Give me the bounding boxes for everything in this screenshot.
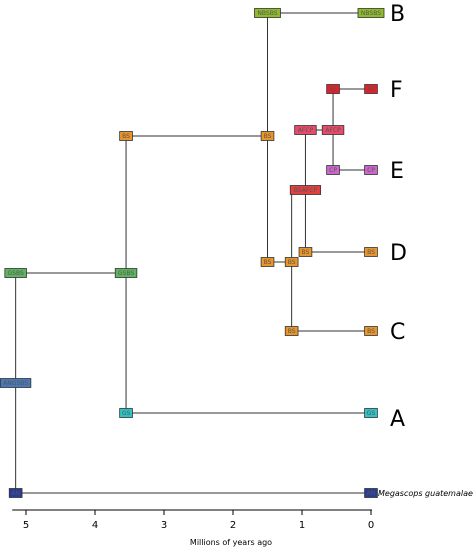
- node-box: [364, 408, 378, 418]
- node-n_ng: NBSBS: [254, 8, 281, 18]
- node-box: [326, 165, 340, 175]
- node-box: [364, 326, 378, 336]
- node-box: [8, 488, 23, 498]
- node-label: GS: [367, 410, 376, 417]
- node-label: AFCP: [325, 127, 341, 134]
- node-label: ANGSBS: [3, 380, 28, 387]
- node-n_gsbs2: GSBS: [114, 268, 138, 278]
- node-box: [284, 326, 299, 336]
- node-label: BS: [367, 249, 375, 256]
- axis-tick-label: 3: [161, 520, 167, 531]
- node-n_gs: GS: [119, 408, 133, 418]
- node-t_F: AF: [364, 84, 378, 94]
- node-label: GSBS: [118, 270, 134, 277]
- node-label: BS: [288, 328, 296, 335]
- node-box: [326, 84, 340, 94]
- node-n_bs_mid: BS: [260, 131, 275, 141]
- branches: [15, 12, 371, 494]
- axis-tick-label: 2: [230, 520, 236, 531]
- time-axis: 5 4 3 2 1 0: [12, 509, 374, 531]
- clade-labels: B F E D C A: [390, 2, 407, 432]
- node-n_bsafcp: BSAFCP: [289, 185, 322, 195]
- node-box: [4, 268, 27, 278]
- node-box: [260, 131, 275, 141]
- node-n_cp: CP: [326, 165, 340, 175]
- node-label: NBSBS: [257, 10, 277, 17]
- clade-label-A: A: [390, 407, 405, 432]
- node-box: [357, 8, 385, 18]
- node-box: [298, 247, 313, 257]
- node-box: [260, 257, 275, 267]
- node-box: [119, 408, 133, 418]
- node-t_C: BS: [364, 326, 378, 336]
- node-box: [284, 257, 299, 267]
- node-label: GS: [122, 410, 131, 417]
- node-box: [294, 125, 317, 135]
- node-t_A: GS: [364, 408, 378, 418]
- node-t_B: NBSBS: [357, 8, 385, 18]
- node-box: [0, 378, 32, 388]
- node-box: [254, 8, 281, 18]
- node-label: BS: [122, 133, 130, 140]
- node-label: BS: [288, 259, 296, 266]
- node-n_an: AN: [8, 488, 23, 498]
- node-label: NBSBS: [361, 10, 381, 17]
- node-n_angsbs: ANGSBS: [0, 378, 32, 388]
- clade-label-B: B: [390, 2, 405, 27]
- node-label: BSAFCP: [294, 187, 318, 194]
- node-box: [364, 247, 378, 257]
- axis-tick-label: 5: [23, 520, 29, 531]
- node-label: BS: [264, 133, 272, 140]
- node-n_bs_d1: BS: [260, 257, 275, 267]
- clade-label-C: C: [390, 320, 405, 345]
- clade-label-E: E: [390, 159, 404, 184]
- node-t_D: BS: [364, 247, 378, 257]
- node-box: [289, 185, 322, 195]
- axis-tick-label: 0: [368, 520, 374, 531]
- node-label: CP: [329, 167, 337, 174]
- node-t_meg: AN: [364, 488, 378, 498]
- clade-label-D: D: [390, 241, 407, 266]
- node-label: AN: [367, 490, 376, 497]
- axis-tick-label: 4: [92, 520, 98, 531]
- node-label: BS: [302, 249, 310, 256]
- node-label: CP: [367, 167, 375, 174]
- node-box: [114, 268, 138, 278]
- node-box: [364, 488, 378, 498]
- node-label: AF: [329, 86, 337, 93]
- node-n_bs_c: BS: [284, 326, 299, 336]
- node-label: AN: [11, 490, 20, 497]
- node-label: AF: [367, 86, 375, 93]
- node-n_bs_top: BS: [119, 131, 133, 141]
- node-label: AFCP: [298, 127, 314, 134]
- node-n_bs_d3: BS: [298, 247, 313, 257]
- node-label: GSBS: [8, 270, 24, 277]
- axis-label: Millions of years ago: [190, 538, 272, 547]
- node-box: [321, 125, 345, 135]
- axis-tick-label: 1: [299, 520, 305, 531]
- clade-label-F: F: [390, 78, 403, 103]
- node-n_gsbs1: GSBS: [4, 268, 27, 278]
- node-n_af: AF: [326, 84, 340, 94]
- node-label: BS: [264, 259, 272, 266]
- node-t_E: CP: [364, 165, 378, 175]
- node-box: [364, 165, 378, 175]
- node-label: BS: [367, 328, 375, 335]
- node-n_afcp1: AFCP: [294, 125, 317, 135]
- tip-label-megascops: Megascops guatemalae: [378, 489, 473, 498]
- node-n_bs_d2: BS: [284, 257, 299, 267]
- node-n_afcp2: AFCP: [321, 125, 345, 135]
- node-box: [119, 131, 133, 141]
- node-box: [364, 84, 378, 94]
